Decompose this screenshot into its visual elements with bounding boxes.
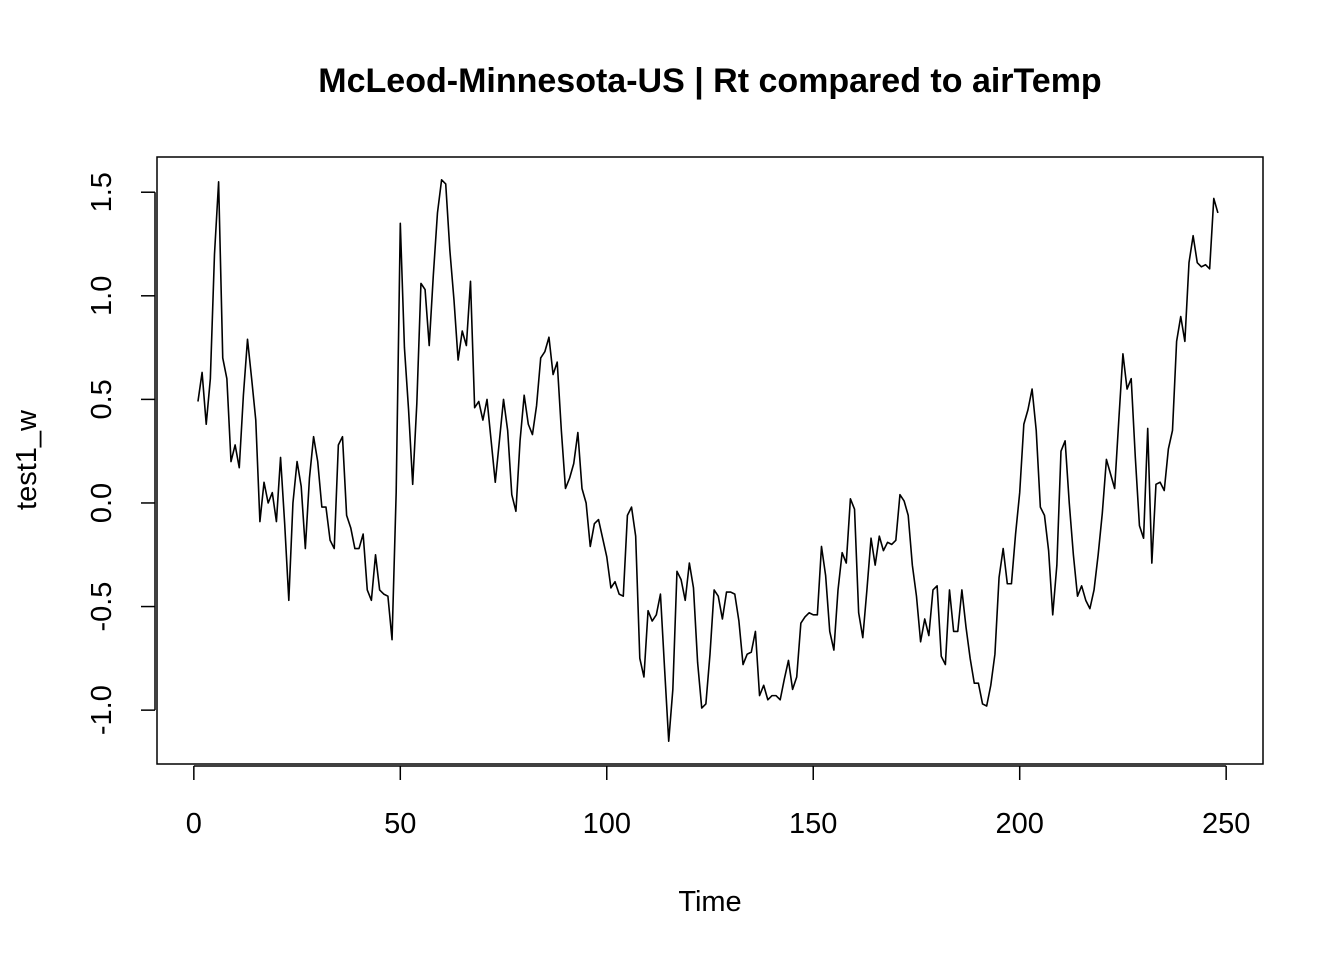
x-tick-label: 150 xyxy=(789,808,837,840)
y-tick-label: 1.5 xyxy=(86,172,118,212)
x-tick-label: 0 xyxy=(186,808,202,840)
x-tick-label: 200 xyxy=(996,808,1044,840)
x-axis: 0 50 100 150 200 250 xyxy=(186,765,1250,840)
chart-title: McLeod-Minnesota-US | Rt compared to air… xyxy=(318,62,1101,100)
series-line xyxy=(197,178,1219,743)
y-tick-label: 0.5 xyxy=(86,379,118,419)
y-tick-label: 0.0 xyxy=(86,483,118,523)
y-tick-label: 1.0 xyxy=(86,276,118,316)
x-tick-label: 250 xyxy=(1202,808,1250,840)
y-axis: -1.0 -0.5 0.0 0.5 1.0 1.5 xyxy=(86,172,156,735)
x-axis-label: Time xyxy=(678,886,741,918)
x-tick-label: 100 xyxy=(583,808,631,840)
x-tick-label: 50 xyxy=(384,808,416,840)
y-axis-label: test1_w xyxy=(11,409,43,510)
plot-frame xyxy=(156,156,1264,765)
y-tick-label: -1.0 xyxy=(86,685,118,735)
y-tick-label: -0.5 xyxy=(86,582,118,632)
